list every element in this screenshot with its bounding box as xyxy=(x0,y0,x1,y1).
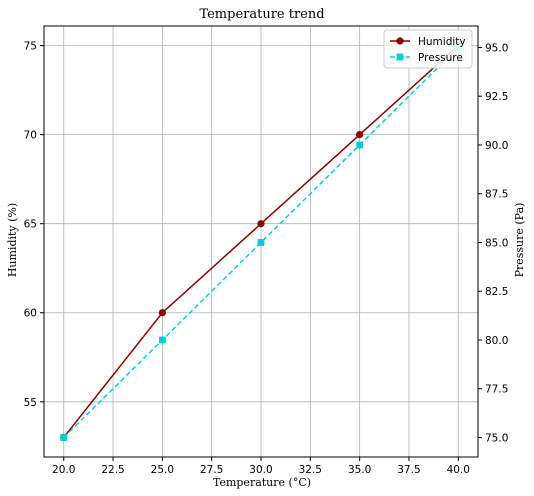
legend-marker-pressure xyxy=(396,53,404,61)
y-right-tick-label: 87.5 xyxy=(485,189,508,201)
y-left-tick-label: 75 xyxy=(24,41,37,53)
x-tick-label: 20.0 xyxy=(52,464,75,476)
legend-label-humidity: Humidity xyxy=(418,36,466,48)
data-point-humidity xyxy=(158,309,166,317)
x-tick-label: 37.5 xyxy=(397,464,420,476)
tick-layer: 20.0 22.5 25.0 27.5 30.0 32.5 35.0 37.5 40.0 55 60… xyxy=(24,41,509,476)
y-left-tick-label: 60 xyxy=(24,308,37,320)
y-axis-right-label: Pressure (Pa) xyxy=(513,203,526,278)
x-tick-label: 22.5 xyxy=(101,464,124,476)
x-tick-label: 35.0 xyxy=(348,464,371,476)
y-right-tick-label: 80.0 xyxy=(485,335,508,347)
data-point-humidity xyxy=(356,131,364,139)
y-right-tick-label: 82.5 xyxy=(485,286,508,298)
x-tick-label: 25.0 xyxy=(151,464,174,476)
data-point-pressure xyxy=(158,336,166,344)
y-left-tick-label: 65 xyxy=(24,219,37,231)
x-tick-label: 27.5 xyxy=(200,464,223,476)
data-point-pressure xyxy=(356,141,364,149)
y-right-tick-label: 95.0 xyxy=(485,42,508,54)
y-right-tick-label: 90.0 xyxy=(485,140,508,152)
y-left-tick-label: 70 xyxy=(24,130,37,142)
legend-box xyxy=(383,29,473,69)
data-point-pressure xyxy=(257,239,265,246)
x-axis-label: Temperature (°C) xyxy=(213,476,311,489)
y-right-tick-label: 85.0 xyxy=(485,237,508,249)
x-tick-label: 30.0 xyxy=(249,464,272,476)
x-tick-label: 32.5 xyxy=(299,464,322,476)
y-left-tick-label: 55 xyxy=(24,397,37,409)
series-line-pressure xyxy=(63,46,459,439)
y-right-tick-label: 77.5 xyxy=(485,384,508,396)
legend-marker-humidity xyxy=(396,37,404,45)
legend-label-pressure: Pressure xyxy=(418,52,463,64)
legend: Humidity Pressure xyxy=(383,29,473,69)
x-tick-label: 40.0 xyxy=(447,464,470,476)
data-point-humidity xyxy=(257,220,265,228)
y-right-tick-label: 92.5 xyxy=(485,91,508,103)
data-point-pressure xyxy=(60,434,68,441)
y-right-tick-label: 75.0 xyxy=(485,432,508,444)
y-axis-left-label: Humidity (%) xyxy=(6,203,19,277)
chart-title: Temperature trend xyxy=(199,7,324,22)
